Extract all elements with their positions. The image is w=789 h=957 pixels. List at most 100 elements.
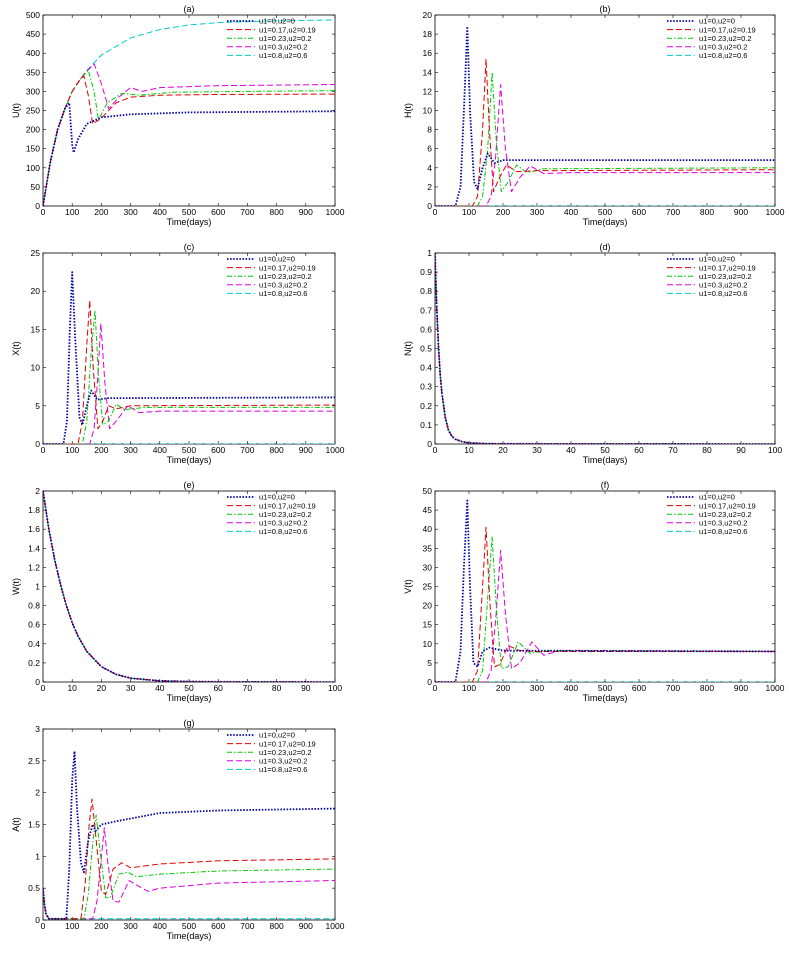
x-tick-label: 500 [598, 207, 612, 217]
legend-label: u1=0.23,u2=0.2 [259, 272, 312, 281]
panel-title: (g) [184, 718, 195, 728]
legend-label: u1=0,u2=0 [699, 17, 735, 26]
legend: u1=0,u2=0u1=0.17,u2=0.19u1=0.23,u2=0.2u1… [667, 255, 756, 298]
series-line-1 [43, 750, 335, 920]
series-line-2 [435, 58, 775, 206]
legend-label: u1=0.3,u2=0.2 [699, 281, 747, 290]
y-tick-label: 2 [427, 182, 432, 192]
x-tick-label: 800 [700, 207, 714, 217]
y-tick-label: 100 [26, 163, 40, 173]
y-tick-label: 6 [427, 144, 432, 154]
x-tick-label: 0 [41, 445, 46, 455]
plot-frame [434, 252, 776, 445]
x-axis-label: Time(days) [167, 693, 212, 703]
y-tick-label: 0 [427, 677, 432, 687]
plot-frame [42, 252, 336, 445]
x-tick-label: 90 [736, 445, 746, 455]
x-tick-label: 700 [240, 207, 254, 217]
x-tick-label: 40 [155, 683, 165, 693]
series-line-3 [43, 309, 335, 444]
x-tick-label: 50 [600, 445, 610, 455]
panel-c: (c) 0 100 200 300 400 500 600 700 800 900 1000 0 5 10 1… [11, 242, 345, 465]
x-tick-label: 1000 [766, 683, 785, 693]
x-tick-label: 100 [328, 683, 342, 693]
x-tick-label: 800 [270, 207, 284, 217]
x-tick-label: 500 [598, 683, 612, 693]
panel-a: (a) 0 100 200 300 400 500 600 700 800 900 1000 0 50 10… [11, 4, 345, 227]
series-line-3 [435, 71, 775, 206]
legend-label: u1=0,u2=0 [259, 493, 295, 502]
y-tick-label: 20 [31, 286, 41, 296]
series-group [43, 271, 335, 444]
series-line-3 [435, 536, 775, 682]
x-axis-label: Time(days) [583, 455, 628, 465]
legend-label: u1=0.23,u2=0.2 [259, 34, 312, 43]
legend-label: u1=0,u2=0 [699, 255, 735, 264]
x-tick-label: 200 [496, 207, 510, 217]
x-tick-label: 900 [299, 445, 313, 455]
legend: u1=0,u2=0u1=0.17,u2=0.19u1=0.23,u2=0.2u1… [667, 493, 756, 536]
y-tick-label: 25 [31, 248, 41, 258]
series-group [43, 750, 335, 920]
y-tick-label: 5 [427, 658, 432, 668]
series-group [435, 25, 775, 206]
x-tick-label: 700 [240, 445, 254, 455]
legend-label: u1=0.3,u2=0.2 [259, 281, 307, 290]
x-tick-label: 60 [634, 445, 644, 455]
x-tick-label: 400 [564, 683, 578, 693]
x-tick-label: 40 [566, 445, 576, 455]
x-tick-label: 100 [65, 921, 79, 931]
x-tick-label: 100 [462, 683, 476, 693]
y-tick-label: 300 [26, 86, 40, 96]
series-line-2 [43, 299, 335, 444]
y-axis-label: N(t) [403, 341, 413, 356]
y-tick-label: 250 [26, 106, 40, 116]
x-tick-label: 0 [433, 683, 438, 693]
series-group [435, 499, 775, 682]
x-tick-label: 900 [299, 207, 313, 217]
legend-label: u1=0.23,u2=0.2 [699, 510, 752, 519]
y-tick-label: 3 [35, 724, 40, 734]
y-tick-label: 1 [427, 248, 432, 258]
legend: u1=0,u2=0u1=0.17,u2=0.19u1=0.23,u2=0.2u1… [227, 731, 316, 774]
x-tick-label: 900 [299, 921, 313, 931]
y-tick-label: 50 [423, 486, 433, 496]
legend-label: u1=0.3,u2=0.2 [259, 757, 307, 766]
panel-g: (g) 0 100 200 300 400 500 600 700 800 900 1000 0 0.5 1… [11, 718, 345, 941]
y-tick-label: 400 [26, 48, 40, 58]
y-tick-label: 350 [26, 67, 40, 77]
series-line-4 [43, 322, 335, 444]
y-axis-label: W(t) [11, 578, 21, 595]
legend-label: u1=0.23,u2=0.2 [259, 748, 312, 757]
x-tick-label: 600 [211, 921, 225, 931]
series-line-4 [435, 549, 775, 682]
panel-title: (c) [184, 242, 195, 252]
y-tick-label: 500 [26, 10, 40, 20]
y-tick-label: 0.4 [28, 639, 40, 649]
x-tick-label: 200 [94, 921, 108, 931]
y-tick-label: 30 [423, 562, 433, 572]
x-tick-label: 0 [41, 683, 46, 693]
x-tick-label: 800 [270, 445, 284, 455]
series-group [435, 253, 775, 444]
y-tick-label: 50 [31, 182, 41, 192]
panel-title: (d) [600, 242, 611, 252]
y-tick-label: 1.4 [28, 543, 40, 553]
y-tick-label: 1.5 [28, 820, 40, 830]
legend: u1=0,u2=0u1=0.17,u2=0.19u1=0.23,u2=0.2u1… [667, 17, 756, 60]
legend: u1=0,u2=0u1=0.17,u2=0.19u1=0.23,u2=0.2u1… [227, 17, 316, 60]
series-line-4 [435, 84, 775, 206]
series-line-1 [435, 499, 775, 682]
legend-label: u1=0.8,u2=0.6 [259, 527, 307, 536]
y-tick-label: 0.3 [420, 382, 432, 392]
x-tick-label: 1000 [766, 207, 785, 217]
y-tick-label: 0.8 [420, 286, 432, 296]
legend: u1=0,u2=0u1=0.17,u2=0.19u1=0.23,u2=0.2u1… [227, 255, 316, 298]
x-tick-label: 100 [65, 207, 79, 217]
y-tick-label: 0.7 [420, 305, 432, 315]
y-tick-label: 16 [423, 48, 433, 58]
y-tick-label: 2 [35, 788, 40, 798]
legend-label: u1=0.23,u2=0.2 [699, 34, 752, 43]
x-tick-label: 900 [734, 207, 748, 217]
x-tick-label: 90 [301, 683, 311, 693]
